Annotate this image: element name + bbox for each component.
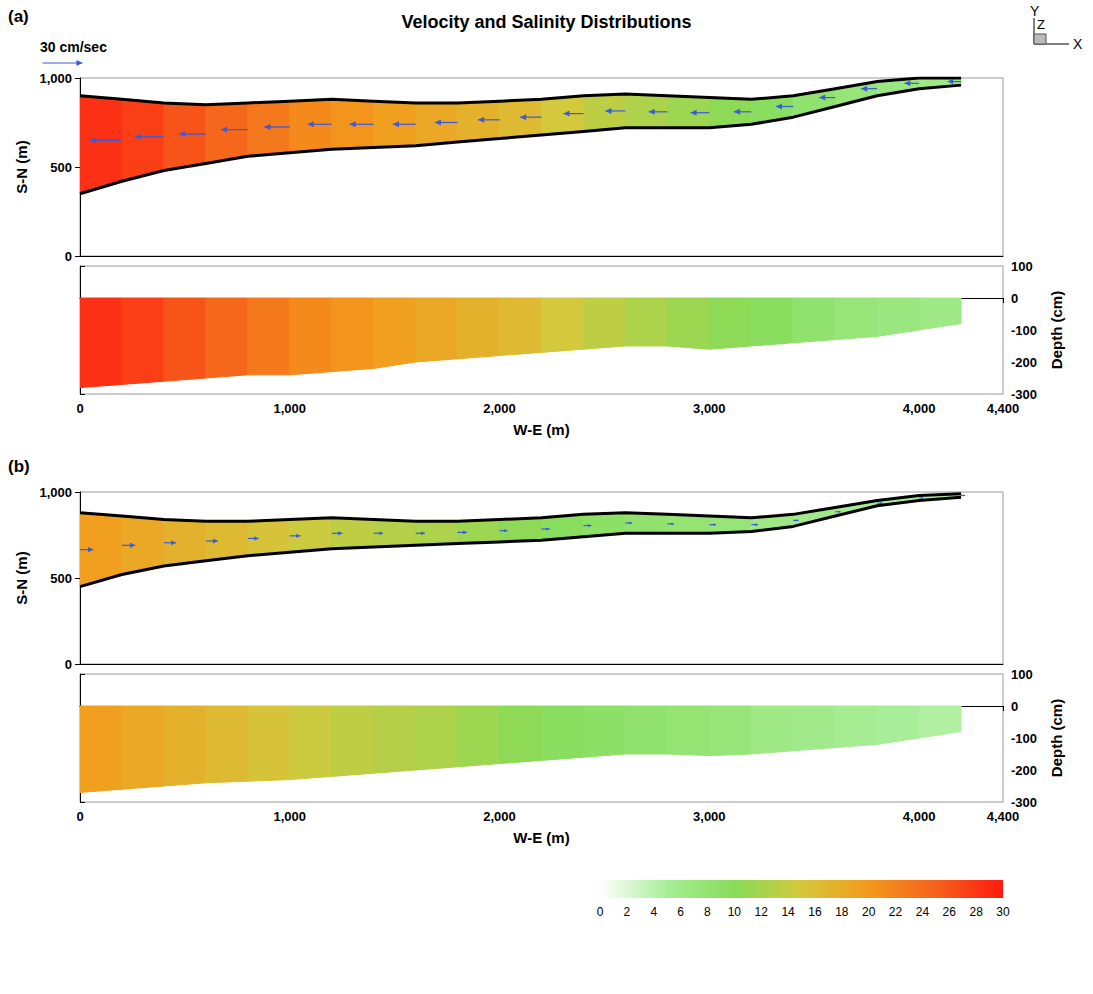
svg-text:-200: -200 [1011, 355, 1037, 370]
svg-text:20: 20 [862, 905, 876, 919]
svg-text:3,000: 3,000 [693, 809, 726, 824]
svg-text:Depth (cm): Depth (cm) [1048, 291, 1065, 369]
svg-text:26: 26 [943, 905, 957, 919]
svg-text:16: 16 [808, 905, 822, 919]
svg-text:1,000: 1,000 [273, 809, 306, 824]
svg-text:10: 10 [728, 905, 742, 919]
svg-text:22: 22 [889, 905, 903, 919]
svg-text:4,000: 4,000 [903, 401, 936, 416]
svg-text:4,400: 4,400 [987, 401, 1020, 416]
svg-text:Y: Y [1030, 3, 1040, 19]
svg-text:28: 28 [969, 905, 983, 919]
svg-text:-100: -100 [1011, 323, 1037, 338]
svg-text:S-N (m): S-N (m) [13, 140, 30, 193]
svg-text:0: 0 [76, 809, 83, 824]
svg-text:500: 500 [50, 160, 72, 175]
svg-text:24: 24 [916, 905, 930, 919]
svg-text:-100: -100 [1011, 731, 1037, 746]
svg-text:30: 30 [996, 905, 1010, 919]
svg-text:1,000: 1,000 [273, 401, 306, 416]
svg-text:0: 0 [65, 249, 72, 264]
svg-text:2,000: 2,000 [483, 401, 516, 416]
svg-text:12: 12 [755, 905, 769, 919]
svg-text:-300: -300 [1011, 387, 1037, 402]
svg-text:-300: -300 [1011, 795, 1037, 810]
svg-text:X: X [1073, 36, 1083, 52]
svg-text:W-E (m): W-E (m) [513, 829, 569, 846]
svg-text:W-E (m): W-E (m) [513, 421, 569, 438]
svg-text:4: 4 [650, 905, 657, 919]
svg-text:2,000: 2,000 [483, 809, 516, 824]
svg-text:S-N (m): S-N (m) [13, 551, 30, 604]
svg-text:100: 100 [1011, 667, 1033, 682]
svg-text:2: 2 [624, 905, 631, 919]
svg-text:8: 8 [704, 905, 711, 919]
svg-text:3,000: 3,000 [693, 401, 726, 416]
svg-text:0: 0 [1011, 699, 1018, 714]
svg-text:0: 0 [597, 905, 604, 919]
svg-text:1,000: 1,000 [39, 485, 72, 500]
svg-text:0: 0 [76, 401, 83, 416]
svg-text:500: 500 [50, 571, 72, 586]
svg-text:14: 14 [781, 905, 795, 919]
svg-text:Depth (cm): Depth (cm) [1048, 699, 1065, 777]
svg-text:(a): (a) [8, 7, 29, 26]
svg-text:-200: -200 [1011, 763, 1037, 778]
svg-text:30 cm/sec: 30 cm/sec [40, 39, 107, 55]
svg-text:1,000: 1,000 [39, 71, 72, 86]
svg-text:0: 0 [1011, 291, 1018, 306]
svg-text:100: 100 [1011, 259, 1033, 274]
svg-text:18: 18 [835, 905, 849, 919]
svg-text:6: 6 [677, 905, 684, 919]
svg-text:4,000: 4,000 [903, 809, 936, 824]
svg-text:4,400: 4,400 [987, 809, 1020, 824]
svg-text:0: 0 [65, 657, 72, 672]
svg-text:(b): (b) [8, 457, 30, 476]
svg-text:Z: Z [1037, 17, 1045, 32]
svg-text:Velocity and Salinity Distribu: Velocity and Salinity Distributions [401, 12, 691, 32]
